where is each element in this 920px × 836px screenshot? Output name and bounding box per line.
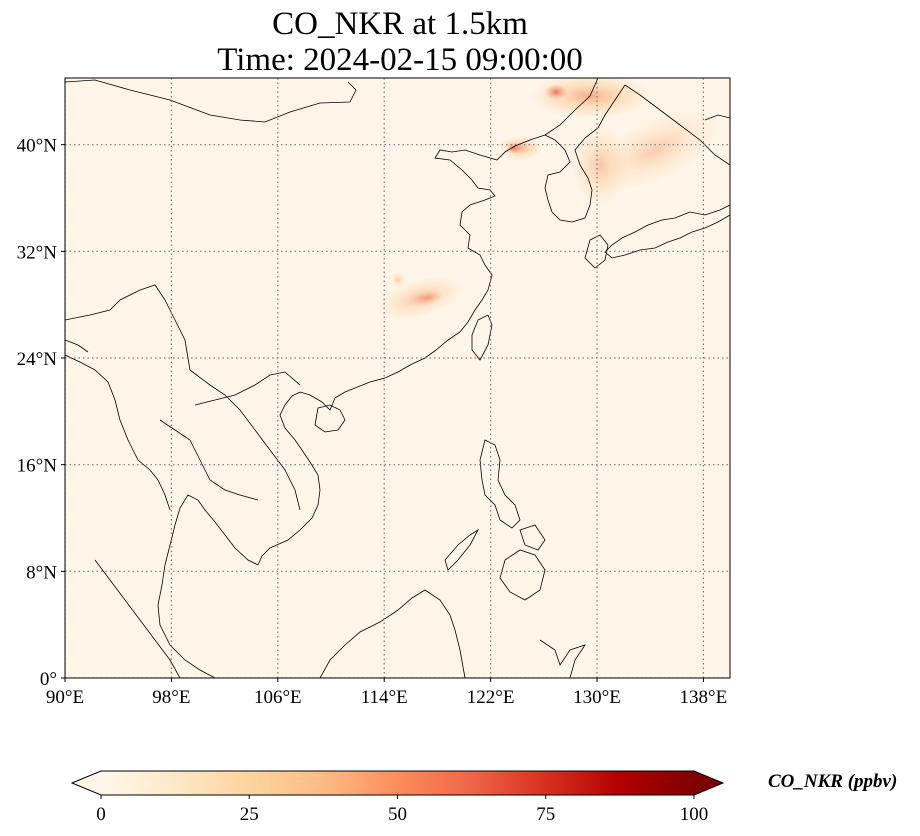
co-plume-core-central [412, 290, 444, 306]
colorbar-tick-label: 50 [388, 804, 407, 825]
lat-tick-label: 0° [40, 669, 57, 690]
longitude-axis: 90°E 98°E 106°E 114°E 122°E 130°E 138°E [46, 678, 727, 708]
co-plume-hunan [390, 272, 406, 288]
coast-korea [544, 84, 626, 223]
lat-tick-label: 8°N [26, 562, 57, 583]
colorbar-tick-label: 100 [680, 804, 709, 825]
border-mongolia [65, 79, 357, 123]
colorbar-tick-label: 25 [240, 804, 259, 825]
border-laos-vietnam [189, 369, 301, 511]
coastlines-borders [65, 78, 730, 678]
lon-tick-label: 122°E [467, 687, 515, 708]
colorbar: 0 25 50 75 100 [70, 770, 725, 825]
palawan-island [444, 528, 480, 571]
lon-tick-label: 98°E [152, 687, 190, 708]
kyushu-island [584, 234, 609, 269]
coast-bangladesh [65, 339, 89, 353]
latitude-axis: 0° 8°N 16°N 24°N 32°N 40°N [17, 136, 65, 690]
coast-thailand-malay [157, 494, 259, 678]
lon-tick-label: 130°E [573, 687, 621, 708]
border-india-china [65, 299, 121, 321]
visayas-islands [519, 524, 546, 551]
coast-sumatra [94, 559, 181, 678]
coast-borneo [319, 589, 466, 678]
map-gridlines [65, 78, 730, 678]
border-myanmar-china [119, 284, 191, 371]
luzon-island [479, 439, 521, 529]
taiwan-island [471, 314, 493, 361]
border-thailand-laos [159, 419, 259, 501]
mindanao-island [499, 549, 546, 601]
lat-tick-label: 40°N [17, 136, 58, 157]
colorbar-body [101, 771, 694, 795]
lat-tick-label: 24°N [17, 349, 58, 370]
colorbar-label: CO_NKR (ppbv) [768, 771, 898, 792]
coast-vietnam [257, 391, 336, 566]
coast-primorye [624, 84, 730, 166]
coast-china [334, 78, 599, 399]
coast-hokkaido [704, 114, 730, 121]
colorbar-tick-label: 0 [96, 804, 106, 825]
colorbar-extend-max [694, 771, 723, 795]
colorbar-tick-label: 75 [536, 804, 555, 825]
border-china-vietnam-laos [194, 371, 301, 406]
map-frame [64, 77, 731, 679]
co-plume-japan-sea [590, 109, 720, 191]
colorbar-extend-min [72, 771, 101, 795]
lon-tick-label: 106°E [254, 687, 302, 708]
coast-sulawesi [539, 639, 586, 678]
lon-tick-label: 138°E [680, 687, 728, 708]
lon-tick-label: 114°E [361, 687, 408, 708]
lat-tick-label: 16°N [17, 456, 58, 477]
coast-myanmar [65, 354, 171, 511]
lon-tick-label: 90°E [46, 687, 84, 708]
hainan-island [314, 404, 346, 433]
coast-honshu [604, 204, 730, 259]
co-plume-core-north [544, 84, 568, 100]
colorbar-ticks: 0 25 50 75 100 [96, 795, 708, 825]
map-title-line2: Time: 2024-02-15 09:00:00 [217, 42, 583, 78]
map-title-line1: CO_NKR at 1.5km [272, 6, 528, 42]
lat-tick-label: 32°N [17, 242, 58, 263]
